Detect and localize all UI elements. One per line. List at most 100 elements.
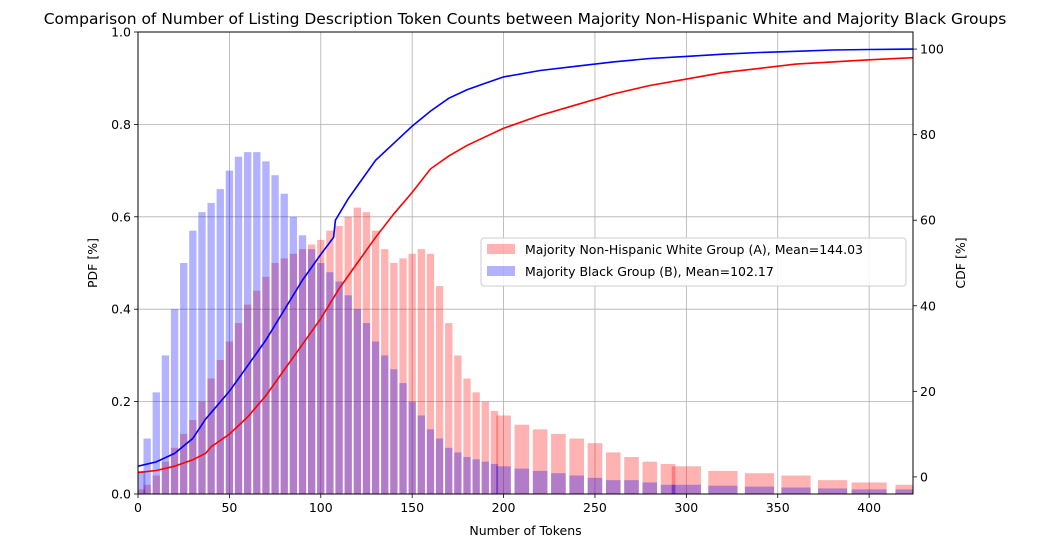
histogram-bar: [371, 341, 380, 494]
histogram-bar: [532, 429, 548, 494]
histogram-bar: [817, 480, 848, 494]
histogram-bar: [408, 253, 416, 494]
x-tick-label: 50: [221, 500, 237, 515]
histogram-bar: [481, 461, 489, 494]
y2-axis-label: CDF [%]: [953, 237, 968, 288]
histogram-bar: [569, 475, 584, 494]
histogram-bar: [744, 486, 775, 494]
histogram-bar: [138, 470, 146, 494]
series-b-bars: [138, 152, 913, 495]
histogram-bar: [244, 152, 252, 494]
histogram-bar: [605, 452, 621, 494]
histogram-bar: [271, 263, 279, 494]
y2-tick-label: 60: [920, 213, 936, 228]
histogram-bar: [708, 485, 738, 494]
histogram-bar: [335, 226, 343, 495]
histogram-bar: [445, 323, 453, 494]
histogram-bar: [161, 461, 170, 494]
x-tick-label: 0: [134, 500, 142, 515]
histogram-bar: [454, 452, 462, 494]
y2-tick-label: 20: [920, 384, 936, 399]
plot-frame: [137, 31, 914, 495]
histogram-bar: [472, 392, 480, 494]
histogram-bar: [463, 457, 471, 494]
histogram-bar: [417, 249, 425, 494]
histogram-bar: [781, 475, 811, 494]
histogram-bar: [624, 457, 639, 494]
histogram-bar: [262, 161, 270, 495]
legend-box: [480, 237, 907, 287]
x-tick-label: 100: [309, 500, 333, 515]
histogram-bar: [271, 175, 279, 494]
histogram-bar: [605, 480, 621, 494]
legend-label-b: Majority Black Group (B), Mean=102.17: [525, 264, 774, 279]
legend-swatch-a: [487, 244, 515, 254]
y2-tick-label: 0: [920, 469, 928, 484]
histogram-bar: [781, 487, 811, 494]
histogram-bar: [454, 355, 462, 494]
histogram-bar: [207, 202, 215, 494]
histogram-bar: [708, 470, 738, 494]
histogram-bar: [326, 230, 334, 494]
histogram-bar: [463, 378, 471, 494]
histogram-bar: [371, 230, 380, 494]
histogram-bar: [671, 484, 701, 494]
histogram-bar: [381, 355, 389, 494]
histogram-bar: [587, 443, 603, 494]
x-tick-label: 350: [766, 500, 790, 515]
chart-title: Comparison of Number of Listing Descript…: [44, 10, 1007, 28]
histogram-bar: [152, 475, 160, 494]
histogram-bar: [532, 470, 548, 494]
y-tick-label: 0.4: [111, 302, 131, 317]
histogram-bar: [353, 207, 361, 494]
y-tick-label: 0.2: [111, 394, 131, 409]
histogram-bar: [170, 309, 179, 494]
cdf-line-a: [137, 56, 914, 474]
histogram-bar: [671, 466, 701, 494]
histogram-bar: [514, 424, 530, 494]
histogram-bar: [216, 360, 224, 494]
histogram-bar: [353, 309, 361, 494]
y-tick-label: 0.0: [111, 487, 131, 502]
histogram-bar: [490, 410, 499, 494]
histogram-bar: [481, 401, 489, 494]
histogram-bar: [198, 401, 206, 494]
x-tick-label: 150: [400, 500, 424, 515]
histogram-bar: [189, 230, 197, 494]
histogram-bar: [280, 193, 288, 494]
histogram-bar: [472, 459, 480, 494]
histogram-bar: [298, 235, 307, 494]
histogram-bar: [408, 401, 416, 494]
y-tick-label: 0.6: [111, 209, 131, 224]
histogram-bar: [642, 482, 658, 494]
histogram-bar: [551, 433, 566, 494]
histogram-bar: [660, 463, 676, 494]
x-tick-label: 400: [857, 500, 881, 515]
y-tick-label: 0.8: [111, 117, 131, 132]
histogram-bar: [225, 170, 234, 494]
x-tick-label: 200: [492, 500, 516, 515]
histogram-bar: [569, 438, 584, 494]
histogram-bar: [253, 152, 261, 494]
histogram-bar: [244, 304, 252, 494]
y-axis-label: PDF [%]: [85, 238, 100, 288]
histogram-bar: [417, 415, 425, 494]
legend-swatch-b: [487, 266, 515, 276]
histogram-bar: [180, 433, 188, 494]
histogram-bar: [344, 216, 352, 495]
histogram-bar: [895, 489, 913, 494]
histogram-bar: [624, 480, 639, 494]
histogram-bar: [362, 212, 371, 494]
histogram-bar: [490, 463, 499, 494]
y2-tick-label: 100: [920, 42, 944, 57]
histogram-bar: [189, 420, 197, 494]
histogram-bar: [170, 447, 179, 494]
histogram-bar: [390, 369, 398, 494]
histogram-bar: [161, 355, 170, 494]
histogram-bar: [280, 258, 288, 494]
histogram-bar: [234, 156, 243, 495]
histogram-bar: [143, 484, 151, 494]
histogram-bar: [216, 189, 224, 494]
histogram-bar: [851, 489, 887, 494]
legend-label-a: Majority Non-Hispanic White Group (A), M…: [525, 242, 863, 257]
